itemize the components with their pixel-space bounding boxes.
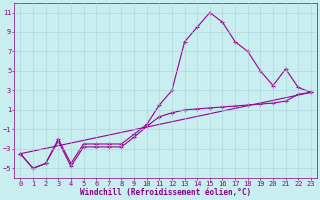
X-axis label: Windchill (Refroidissement éolien,°C): Windchill (Refroidissement éolien,°C) [80,188,251,197]
